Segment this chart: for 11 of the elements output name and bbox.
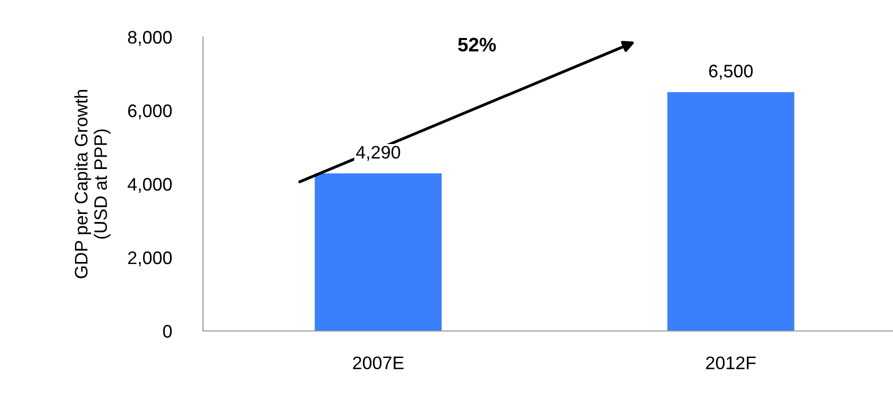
y-tick-label: 4,000: [128, 178, 172, 193]
y-tick-label: 0: [163, 324, 172, 338]
y-axis-title: GDP per Capita Growth (USD at PPP): [74, 90, 111, 278]
y-tick-label: 2,000: [128, 251, 172, 266]
annotation: 52%: [458, 38, 496, 52]
y-tick-label: 6,000: [128, 104, 172, 120]
y-tick-label: 8,000: [128, 30, 172, 46]
x-tick-label: 2007E: [353, 356, 404, 370]
data-label: 6,500: [709, 64, 753, 80]
x-tick-label: 2012F: [706, 356, 756, 370]
data-label: 4,290: [356, 146, 400, 161]
